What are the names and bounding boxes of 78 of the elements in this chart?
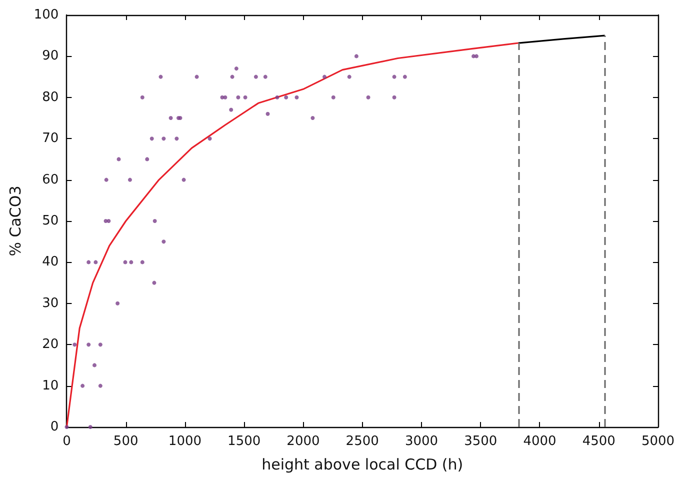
y-tick-label: 10 bbox=[42, 378, 59, 394]
point bbox=[162, 136, 166, 141]
point bbox=[94, 260, 98, 264]
point bbox=[194, 74, 199, 79]
y-tick-label: 40 bbox=[42, 254, 59, 270]
point bbox=[158, 74, 163, 79]
point bbox=[72, 342, 77, 347]
point bbox=[263, 74, 268, 79]
point bbox=[294, 95, 299, 100]
point bbox=[366, 95, 370, 100]
point bbox=[104, 178, 108, 182]
x-tick-label: 1500 bbox=[228, 434, 261, 449]
point bbox=[174, 136, 179, 141]
y-tick-label: 30 bbox=[42, 296, 59, 311]
x-tick-label: 500 bbox=[113, 434, 138, 449]
point bbox=[182, 178, 186, 182]
point bbox=[140, 260, 144, 264]
point bbox=[123, 260, 128, 264]
y-tick-label: 80 bbox=[42, 90, 59, 105]
x-tick-label: 2000 bbox=[286, 434, 320, 449]
point bbox=[474, 54, 478, 58]
point bbox=[275, 95, 280, 100]
point bbox=[168, 116, 173, 120]
point bbox=[223, 95, 228, 100]
point bbox=[243, 95, 248, 100]
point bbox=[284, 95, 288, 100]
point bbox=[98, 384, 102, 388]
x-tick-label: 3000 bbox=[404, 434, 438, 449]
x-tick-label: 4000 bbox=[523, 434, 556, 449]
point bbox=[162, 240, 166, 244]
point bbox=[152, 280, 156, 285]
point bbox=[234, 66, 238, 71]
point bbox=[331, 95, 336, 100]
point bbox=[86, 342, 91, 347]
point bbox=[64, 425, 69, 429]
point bbox=[310, 116, 315, 120]
point bbox=[145, 157, 150, 162]
point bbox=[98, 342, 102, 347]
point bbox=[230, 74, 234, 79]
x-tick-label: 0 bbox=[62, 434, 71, 449]
point bbox=[392, 95, 396, 100]
line-series bbox=[66, 42, 520, 428]
y-tick-label: 70 bbox=[42, 131, 59, 146]
point bbox=[140, 95, 144, 100]
x-tick-label: 3500 bbox=[464, 434, 498, 449]
point bbox=[128, 178, 132, 182]
point bbox=[88, 425, 92, 429]
point bbox=[92, 363, 97, 368]
point bbox=[322, 74, 327, 79]
y-tick-label: 20 bbox=[42, 337, 59, 352]
point bbox=[347, 74, 352, 79]
point bbox=[86, 260, 91, 264]
point bbox=[236, 95, 240, 100]
point bbox=[106, 219, 111, 223]
point bbox=[392, 74, 396, 79]
y-tick-label: 60 bbox=[42, 172, 59, 188]
point bbox=[80, 384, 85, 388]
x-tick-label: 1000 bbox=[168, 434, 202, 449]
y-axis-title: % CaCO3 bbox=[6, 186, 24, 256]
x-tick-label: 4500 bbox=[582, 434, 616, 449]
point bbox=[354, 54, 358, 58]
point bbox=[229, 108, 234, 112]
y-tick-label: 0 bbox=[50, 420, 59, 434]
point bbox=[266, 112, 270, 116]
point bbox=[254, 74, 258, 79]
y-tick-label: 50 bbox=[42, 214, 59, 228]
point bbox=[116, 301, 120, 306]
point bbox=[150, 136, 154, 141]
point bbox=[208, 136, 212, 141]
y-tick-label: 100 bbox=[34, 8, 59, 22]
point bbox=[116, 157, 121, 162]
point bbox=[152, 219, 157, 223]
point bbox=[129, 260, 134, 264]
x-tick-label: 2500 bbox=[346, 434, 379, 449]
x-tick-label: 5000 bbox=[641, 434, 675, 449]
y-tick-label: 90 bbox=[42, 48, 59, 64]
point bbox=[402, 74, 407, 79]
x-axis-title: height above local CCD (h) bbox=[262, 456, 464, 474]
